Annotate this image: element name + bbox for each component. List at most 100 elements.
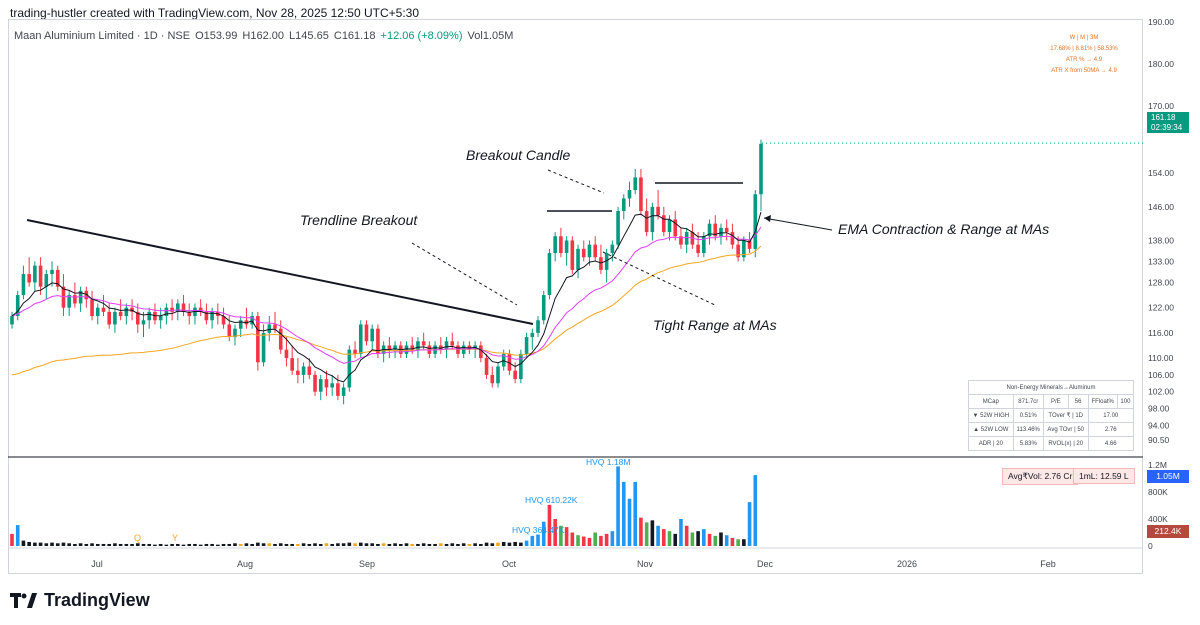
x-tick-label: Nov	[637, 559, 654, 569]
candle-body	[210, 311, 214, 321]
volume-bar	[347, 542, 352, 546]
candle-body	[662, 215, 666, 233]
fund-title: Non-Energy Minerals→Aluminum	[968, 380, 1134, 395]
y-tick-label: 110.00	[1148, 353, 1174, 363]
candle-body	[387, 345, 392, 350]
candle-body	[221, 316, 226, 325]
candle-body	[261, 332, 266, 363]
volume-bar	[353, 543, 357, 546]
volume-bar	[135, 543, 140, 546]
volume-bar	[416, 543, 420, 546]
arrow-ema-contraction-head	[764, 215, 771, 222]
candle-body	[84, 290, 89, 300]
candle-body	[444, 341, 449, 350]
volume-bar	[404, 543, 409, 546]
candle-body	[536, 320, 540, 333]
candle-body	[673, 219, 678, 237]
symbol-name[interactable]: Maan Aluminium Limited · 1D · NSE	[14, 30, 191, 42]
candle-body	[541, 295, 546, 321]
volume-bar	[507, 542, 512, 546]
change-value: +12.06 (+8.09%)	[380, 30, 463, 42]
leader-breakout-candle	[547, 169, 605, 194]
candle-body	[439, 345, 443, 350]
candle-body	[570, 240, 575, 270]
volume-bar	[627, 498, 632, 546]
candle-body	[313, 374, 317, 392]
perf-values: 17.68% | 8.81% | 58.53%	[1050, 46, 1118, 52]
volume-bar	[130, 543, 134, 546]
volume-bar	[439, 543, 443, 546]
candle-body	[290, 358, 294, 371]
volume-bar	[450, 543, 455, 546]
volume-bar	[44, 543, 49, 546]
y-tick-label: 170.00	[1148, 101, 1174, 111]
volume-bar	[296, 543, 300, 546]
volume-bar	[513, 541, 517, 546]
fund-cell: 871.7cr	[1012, 394, 1044, 409]
candle-body	[78, 290, 83, 304]
volume-bar	[250, 543, 254, 546]
candle-body	[124, 307, 129, 317]
volume-bar	[21, 540, 26, 546]
fund-cell: TOver ₹ | 1D	[1042, 408, 1089, 423]
volume-bar	[673, 533, 678, 546]
volume-bar	[547, 504, 552, 546]
volume-bar	[153, 544, 157, 546]
volume-bar	[78, 543, 83, 546]
candle-body	[353, 349, 357, 354]
x-tick-label: Oct	[502, 559, 517, 569]
candle-body	[416, 341, 420, 350]
y-tick-label: 106.00	[1148, 370, 1174, 380]
volume-bar	[124, 543, 129, 546]
volume-bar	[193, 543, 197, 546]
volume-bar	[290, 543, 294, 546]
volume-bar	[564, 527, 569, 546]
y-tick-label: 180.00	[1148, 59, 1174, 69]
volume-bar	[38, 542, 43, 546]
volume-bar	[604, 533, 609, 546]
volume-bar	[204, 543, 209, 546]
high-value: H162.00	[242, 30, 284, 42]
candle-body	[719, 227, 723, 237]
volume-bar	[530, 535, 535, 546]
candle-body	[370, 328, 375, 342]
candle-body	[176, 303, 180, 312]
tradingview-logo-icon	[10, 592, 37, 608]
bar-countdown: 02:39:34	[1151, 123, 1183, 132]
candle-body	[730, 232, 735, 245]
annotation-breakout-candle: Breakout Candle	[466, 147, 571, 163]
candle-body	[513, 370, 517, 380]
candle-body	[95, 307, 100, 317]
volume-bar	[233, 543, 237, 546]
candle-body	[347, 349, 352, 388]
volume-bar	[444, 543, 449, 546]
candle-body	[421, 341, 426, 346]
volume-bar	[519, 542, 523, 546]
volume-bar	[330, 543, 334, 546]
volume-bar	[656, 525, 660, 546]
x-tick-label: Dec	[757, 559, 774, 569]
candle-body	[707, 223, 712, 237]
chart-frame	[8, 19, 1143, 574]
volume-bar	[644, 522, 649, 546]
candle-body	[187, 311, 192, 317]
volume-bar	[90, 543, 94, 546]
volume-bar	[221, 543, 226, 546]
volume-tick-label: 1.2M	[1148, 460, 1167, 470]
candle-body	[318, 379, 323, 392]
chart-attribution: trading-hustler created with TradingView…	[10, 6, 420, 20]
candle-body	[724, 227, 729, 233]
candle-body	[656, 206, 660, 216]
candle-body	[21, 274, 26, 296]
fund-cell: 0.51%	[1012, 408, 1044, 423]
volume-bar	[736, 539, 740, 546]
volume-bar	[467, 543, 472, 546]
candle-body	[702, 236, 706, 254]
volume-bar	[679, 519, 683, 546]
fund-cell: 4.66	[1087, 436, 1134, 451]
tradingview-logo[interactable]: TradingView	[10, 590, 150, 611]
candle-body	[44, 274, 49, 287]
volume-bar	[621, 481, 626, 546]
candle-body	[50, 269, 54, 275]
